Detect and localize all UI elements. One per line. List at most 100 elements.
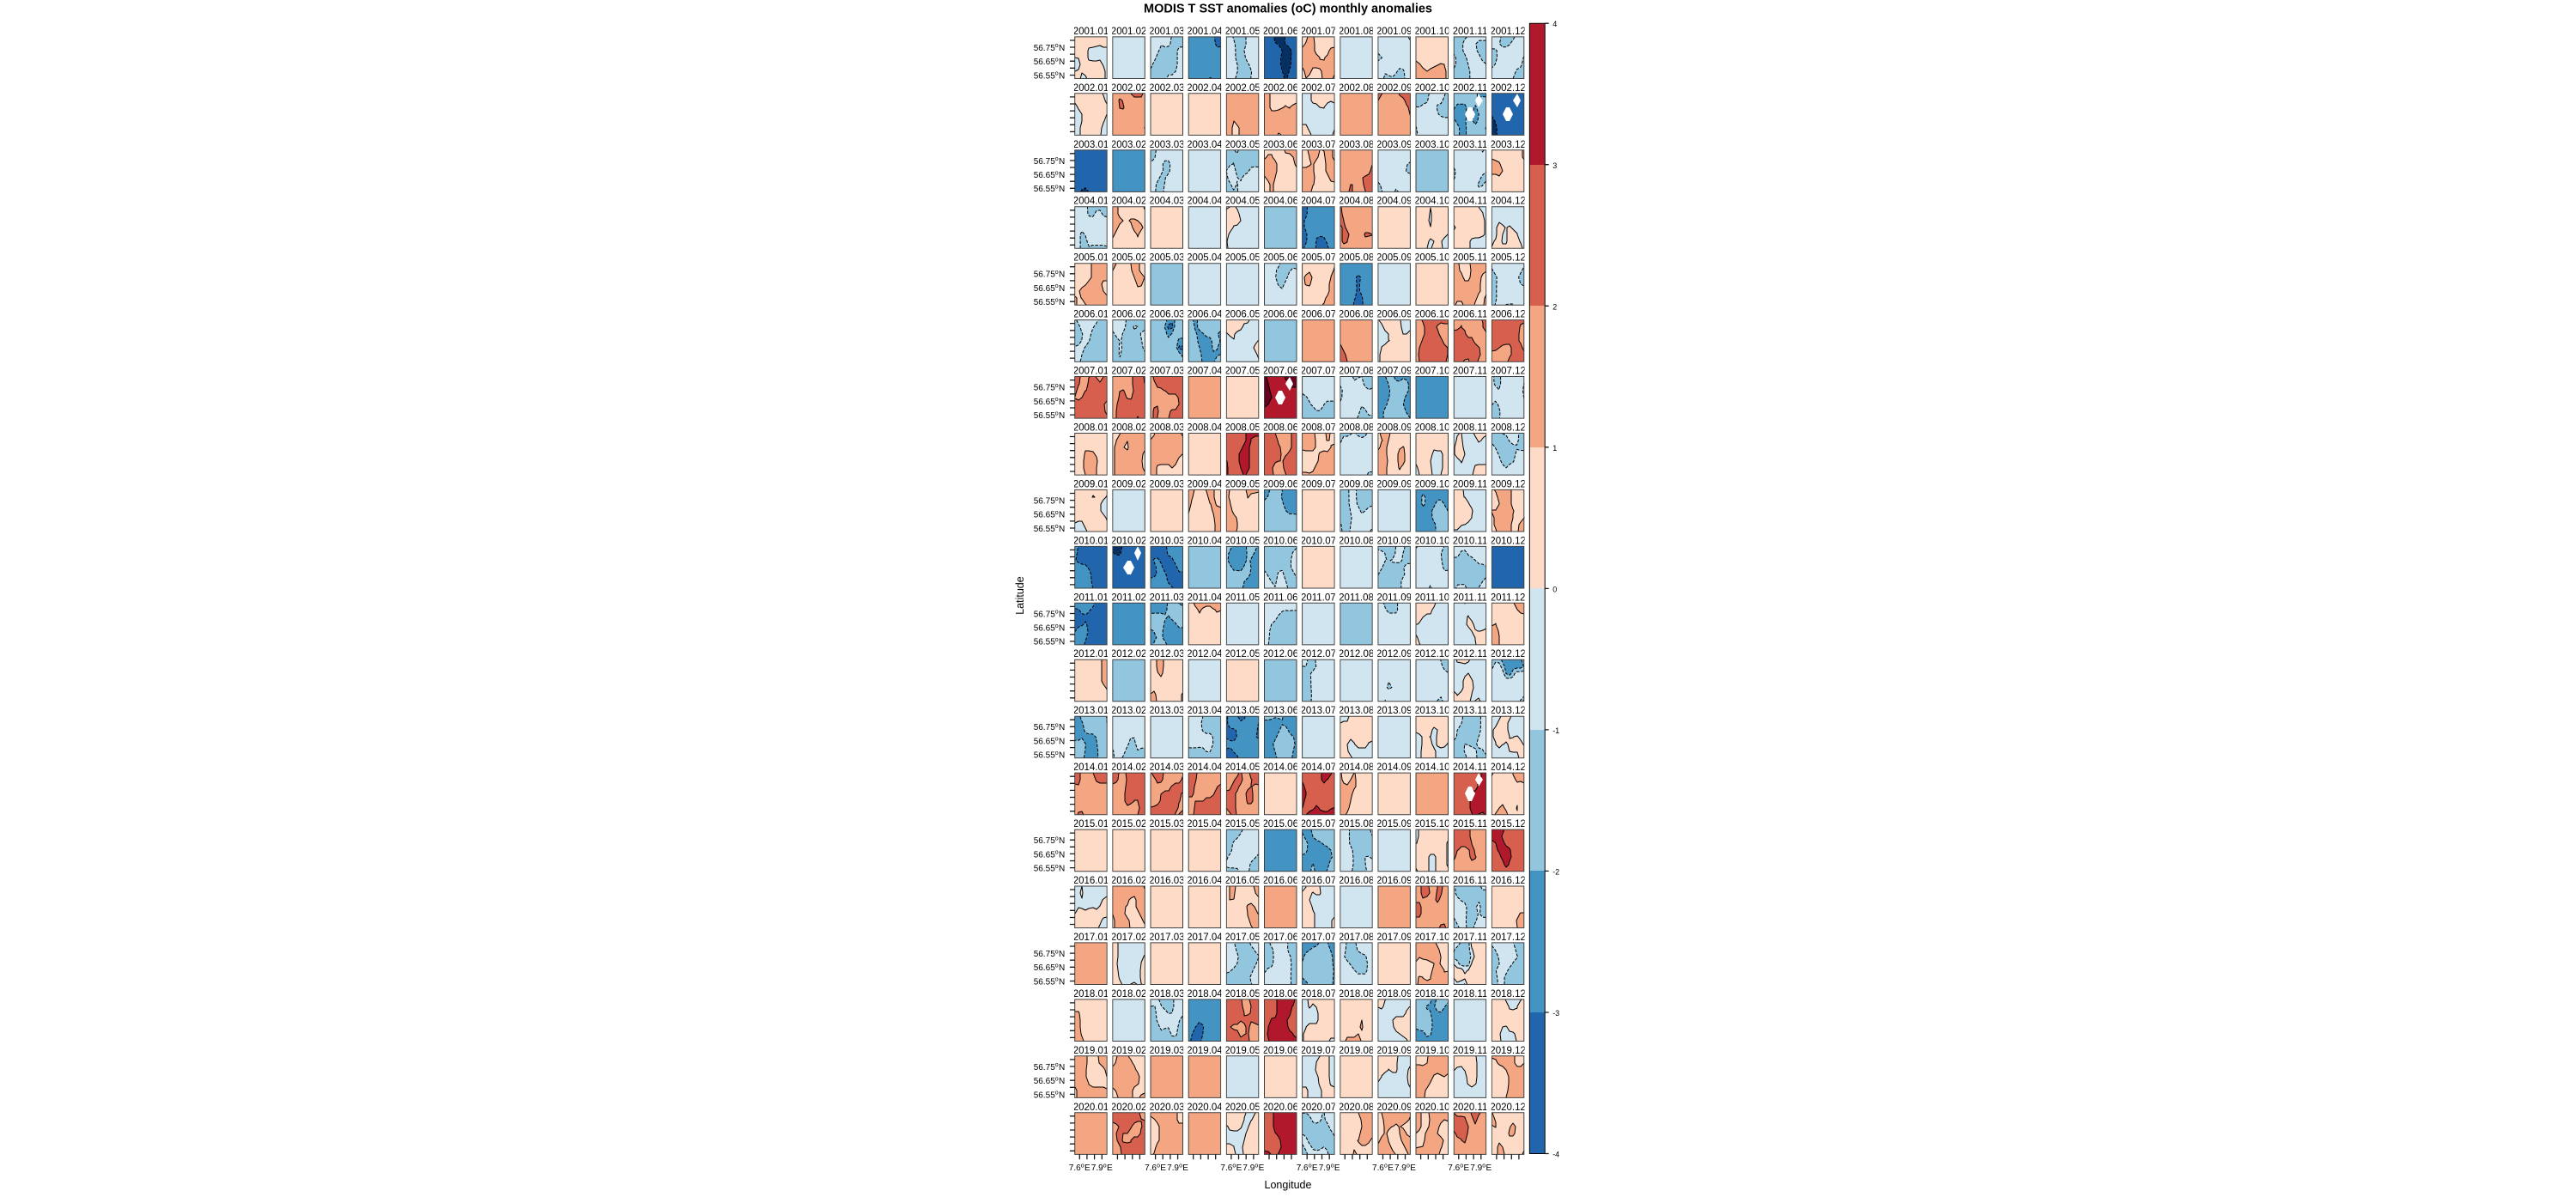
- svg-text:2010.11: 2010.11: [1453, 536, 1488, 546]
- svg-text:2014.05: 2014.05: [1224, 763, 1261, 773]
- svg-text:2010.10: 2010.10: [1414, 536, 1450, 546]
- svg-text:7 . 6 E o: 7 . 6 E o: [1297, 1159, 1321, 1174]
- svg-text:2018.07: 2018.07: [1301, 989, 1337, 999]
- svg-text:2019.10: 2019.10: [1414, 1046, 1450, 1056]
- svg-text:2012.06: 2012.06: [1262, 649, 1298, 659]
- svg-text:2012.01: 2012.01: [1073, 649, 1109, 659]
- svg-text:2017.02: 2017.02: [1111, 933, 1147, 943]
- svg-text:2012.08: 2012.08: [1339, 649, 1375, 659]
- svg-text:2004.10: 2004.10: [1414, 197, 1450, 207]
- svg-text:2017.04: 2017.04: [1187, 933, 1223, 943]
- svg-text:2010.03: 2010.03: [1149, 536, 1185, 546]
- svg-text:2006.03: 2006.03: [1149, 310, 1185, 320]
- svg-text:2011.12: 2011.12: [1491, 592, 1526, 603]
- svg-text:2013.08: 2013.08: [1339, 706, 1375, 716]
- svg-text:2014.01: 2014.01: [1073, 763, 1109, 773]
- svg-text:2015.05: 2015.05: [1224, 819, 1261, 829]
- svg-text:5 6 . 7 5 N o: 5 6 . 7 5 N o: [1034, 719, 1069, 733]
- svg-text:2020.03: 2020.03: [1149, 1103, 1185, 1113]
- svg-text:2005.11: 2005.11: [1453, 253, 1488, 264]
- svg-text:2006.01: 2006.01: [1073, 310, 1109, 320]
- svg-text:2008.08: 2008.08: [1339, 423, 1375, 434]
- svg-text:7 . 6 E o: 7 . 6 E o: [1448, 1159, 1473, 1174]
- svg-text:2016.07: 2016.07: [1301, 876, 1337, 886]
- svg-text:2017.01: 2017.01: [1073, 933, 1109, 943]
- svg-text:2008.03: 2008.03: [1149, 423, 1185, 434]
- svg-text:2005.07: 2005.07: [1301, 253, 1337, 264]
- svg-text:2016.03: 2016.03: [1149, 876, 1185, 886]
- svg-text:2017.09: 2017.09: [1376, 933, 1413, 943]
- svg-text:2020.10: 2020.10: [1414, 1103, 1450, 1113]
- svg-text:2018.05: 2018.05: [1224, 989, 1261, 999]
- svg-text:2008.02: 2008.02: [1111, 423, 1147, 434]
- svg-text:2019.04: 2019.04: [1187, 1046, 1223, 1056]
- svg-text:2016.11: 2016.11: [1453, 876, 1488, 886]
- svg-text:2001.11: 2001.11: [1453, 27, 1488, 37]
- svg-text:2011.05: 2011.05: [1225, 592, 1261, 603]
- svg-text:2006.02: 2006.02: [1111, 310, 1147, 320]
- svg-text:2019.03: 2019.03: [1149, 1046, 1185, 1056]
- svg-text:2004.06: 2004.06: [1262, 197, 1298, 207]
- svg-text:2019.06: 2019.06: [1262, 1046, 1298, 1056]
- svg-text:2018.02: 2018.02: [1111, 989, 1147, 999]
- svg-text:2016.04: 2016.04: [1187, 876, 1223, 886]
- svg-text:2011.10: 2011.10: [1414, 592, 1449, 603]
- svg-text:2007.04: 2007.04: [1187, 367, 1223, 377]
- svg-text:2005.04: 2005.04: [1187, 253, 1223, 264]
- svg-text:2012.09: 2012.09: [1376, 649, 1413, 659]
- svg-text:2015.11: 2015.11: [1453, 819, 1488, 829]
- svg-text:2011.07: 2011.07: [1301, 592, 1336, 603]
- svg-text:2013.01: 2013.01: [1073, 706, 1109, 716]
- svg-text:2002.06: 2002.06: [1262, 83, 1298, 94]
- svg-text:2016.06: 2016.06: [1262, 876, 1298, 886]
- svg-text:2014.08: 2014.08: [1339, 763, 1375, 773]
- svg-text:2019.05: 2019.05: [1224, 1046, 1261, 1056]
- svg-text:2010.02: 2010.02: [1111, 536, 1147, 546]
- svg-text:2004.01: 2004.01: [1073, 197, 1109, 207]
- svg-text:2006.10: 2006.10: [1414, 310, 1450, 320]
- svg-text:2007.03: 2007.03: [1149, 367, 1185, 377]
- svg-text:2003.03: 2003.03: [1149, 140, 1185, 150]
- svg-text:2009.04: 2009.04: [1187, 479, 1223, 489]
- svg-text:-1: -1: [1552, 726, 1559, 735]
- svg-text:7 . 6 E o: 7 . 6 E o: [1069, 1159, 1094, 1174]
- svg-text:Latitude: Latitude: [1014, 576, 1026, 615]
- svg-text:2018.12: 2018.12: [1490, 989, 1526, 999]
- svg-text:2018.03: 2018.03: [1149, 989, 1185, 999]
- svg-text:2018.06: 2018.06: [1262, 989, 1298, 999]
- svg-text:2011.04: 2011.04: [1188, 592, 1223, 603]
- svg-text:2008.12: 2008.12: [1490, 423, 1526, 434]
- svg-text:2019.02: 2019.02: [1111, 1046, 1147, 1056]
- svg-text:2001.10: 2001.10: [1414, 27, 1450, 37]
- svg-text:2008.05: 2008.05: [1224, 423, 1261, 434]
- svg-text:2004.12: 2004.12: [1490, 197, 1526, 207]
- svg-text:2006.05: 2006.05: [1224, 310, 1261, 320]
- svg-text:2006.09: 2006.09: [1376, 310, 1413, 320]
- svg-text:2001.09: 2001.09: [1376, 27, 1413, 37]
- svg-text:5 6 . 7 5 N o: 5 6 . 7 5 N o: [1034, 380, 1069, 394]
- svg-text:2016.09: 2016.09: [1376, 876, 1413, 886]
- svg-text:2013.09: 2013.09: [1376, 706, 1413, 716]
- svg-text:2004.03: 2004.03: [1149, 197, 1185, 207]
- svg-text:2003.08: 2003.08: [1339, 140, 1375, 150]
- svg-text:2009.02: 2009.02: [1111, 479, 1147, 489]
- svg-text:5 6 . 5 5 N o: 5 6 . 5 5 N o: [1034, 67, 1069, 82]
- svg-text:2008.09: 2008.09: [1376, 423, 1413, 434]
- svg-text:2002.05: 2002.05: [1224, 83, 1261, 94]
- svg-text:2: 2: [1552, 302, 1557, 311]
- svg-text:7 . 6 E o: 7 . 6 E o: [1372, 1159, 1397, 1174]
- svg-text:2002.08: 2002.08: [1339, 83, 1375, 94]
- svg-text:5 6 . 6 5 N o: 5 6 . 6 5 N o: [1034, 507, 1069, 521]
- svg-text:2007.10: 2007.10: [1414, 367, 1450, 377]
- svg-text:2003.07: 2003.07: [1301, 140, 1337, 150]
- svg-text:2009.11: 2009.11: [1453, 479, 1488, 489]
- svg-text:7 . 6 E o: 7 . 6 E o: [1145, 1159, 1170, 1174]
- svg-text:2007.09: 2007.09: [1376, 367, 1413, 377]
- svg-text:7 . 9 E o: 7 . 9 E o: [1242, 1159, 1267, 1174]
- svg-text:5 6 . 5 5 N o: 5 6 . 5 5 N o: [1034, 747, 1069, 762]
- svg-text:2009.06: 2009.06: [1262, 479, 1298, 489]
- svg-text:5 6 . 5 5 N o: 5 6 . 5 5 N o: [1034, 973, 1069, 987]
- svg-text:2007.11: 2007.11: [1453, 367, 1488, 377]
- svg-text:2020.02: 2020.02: [1111, 1103, 1147, 1113]
- svg-text:2015.01: 2015.01: [1073, 819, 1109, 829]
